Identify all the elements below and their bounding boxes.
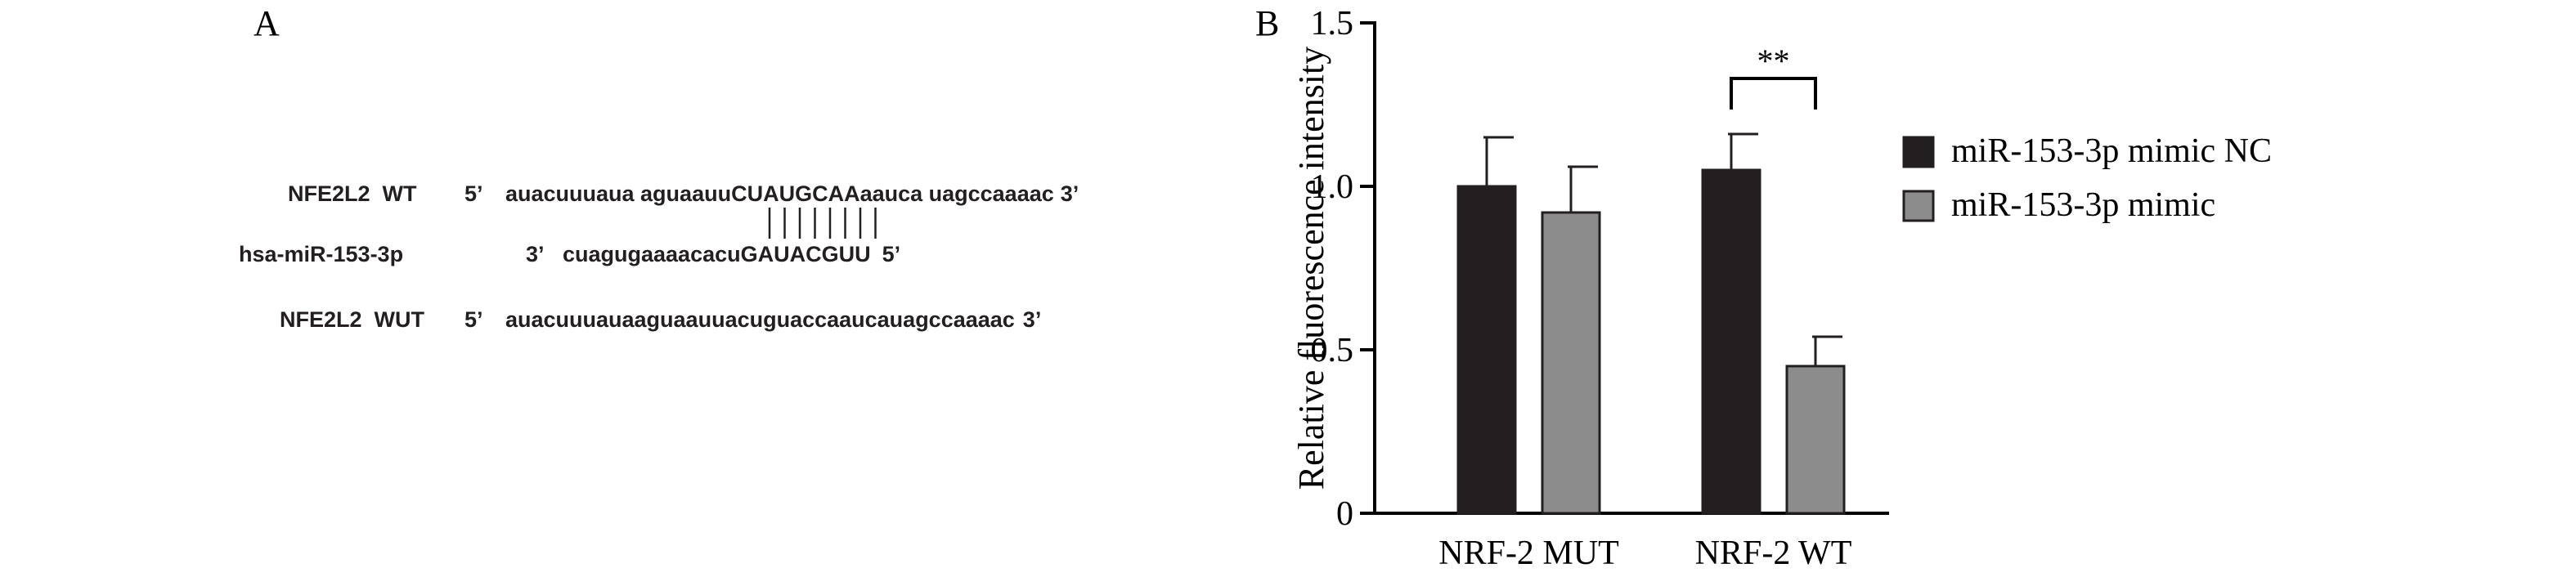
wt-sequence: auacuuuaua aguaauuCUAUGCAAaauca uagccaaa… xyxy=(0,181,1108,206)
mir-seq-part1: cuagugaaaacacu xyxy=(563,242,741,266)
mut-3prime: 3’ xyxy=(1023,307,1040,332)
mut-seq: auacuuuauaaguaauuacuguaccaaucauagccaaaac xyxy=(505,307,1015,332)
y-tick-label: 0 xyxy=(1336,495,1353,533)
wt-seq-part1: auacuuuaua aguaauu xyxy=(505,181,731,206)
mir-5prime: 5’ xyxy=(882,242,900,266)
sequence-alignment: NFE2L2 WT 5’ auacuuuaua aguaauuCUAUGCAAa… xyxy=(0,181,1108,332)
panel-b-label: B xyxy=(1255,3,1279,43)
legend-swatch xyxy=(1902,136,1935,168)
wt-3prime: 3’ xyxy=(1061,181,1078,206)
legend-label: miR-153-3p mimic NC xyxy=(1951,132,2272,170)
significance-line xyxy=(1730,77,1817,110)
bar-chart: Relative fluorescence intensity ** 0 0.5 1… xyxy=(1291,5,2272,572)
bar xyxy=(1456,185,1517,515)
base-pairing-lines xyxy=(768,208,877,239)
bar xyxy=(1541,211,1601,515)
wt-seq-seed: CUAUGCAA xyxy=(731,181,860,206)
mir-row-name: hsa-miR-153-3p xyxy=(239,242,403,266)
legend: miR-153-3p mimic NC miR-153-3p mimic xyxy=(1902,132,2272,224)
mir-seq-seed: GAUACGUU xyxy=(741,242,871,266)
wt-seq-part2: aauca uagccaaaac xyxy=(860,181,1054,206)
y-tick-label: 1.5 xyxy=(1311,5,1354,42)
mut-row-name: NFE2L2 WUT xyxy=(280,307,425,332)
mir-3prime: 3’ xyxy=(526,242,545,266)
mut-5prime: 5’ xyxy=(464,307,483,332)
legend-swatch xyxy=(1902,190,1935,222)
mir-sequence: cuagugaaaacacuGAUACGUU 5’ xyxy=(0,242,930,266)
panel-a-label: A xyxy=(254,3,280,43)
x-category-label: NRF-2 MUT xyxy=(1438,535,1619,572)
wt-row-name: NFE2L2 WT xyxy=(288,181,417,206)
significance-bracket: ** xyxy=(1730,42,1817,110)
bar xyxy=(1701,168,1761,515)
bar xyxy=(1785,365,1846,515)
error-bars xyxy=(1483,132,1842,366)
bars xyxy=(1456,168,1846,515)
y-axis-label: Relative fluorescence intensity xyxy=(1291,47,1331,490)
y-tick-label: 0.5 xyxy=(1311,332,1354,369)
wt-5prime: 5’ xyxy=(464,181,483,206)
x-category-labels: NRF-2 MUT NRF-2 WT xyxy=(1438,535,1851,572)
significance-label: ** xyxy=(1757,42,1790,79)
y-tick-label: 1.0 xyxy=(1311,168,1354,206)
legend-label: miR-153-3p mimic xyxy=(1951,186,2215,224)
mut-sequence: auacuuuauaaguaauuacuguaccaaucauagccaaaac… xyxy=(0,307,1070,332)
y-ticks: 0 0.5 1.0 1.5 xyxy=(1311,5,1375,533)
x-category-label: NRF-2 WT xyxy=(1695,535,1852,572)
